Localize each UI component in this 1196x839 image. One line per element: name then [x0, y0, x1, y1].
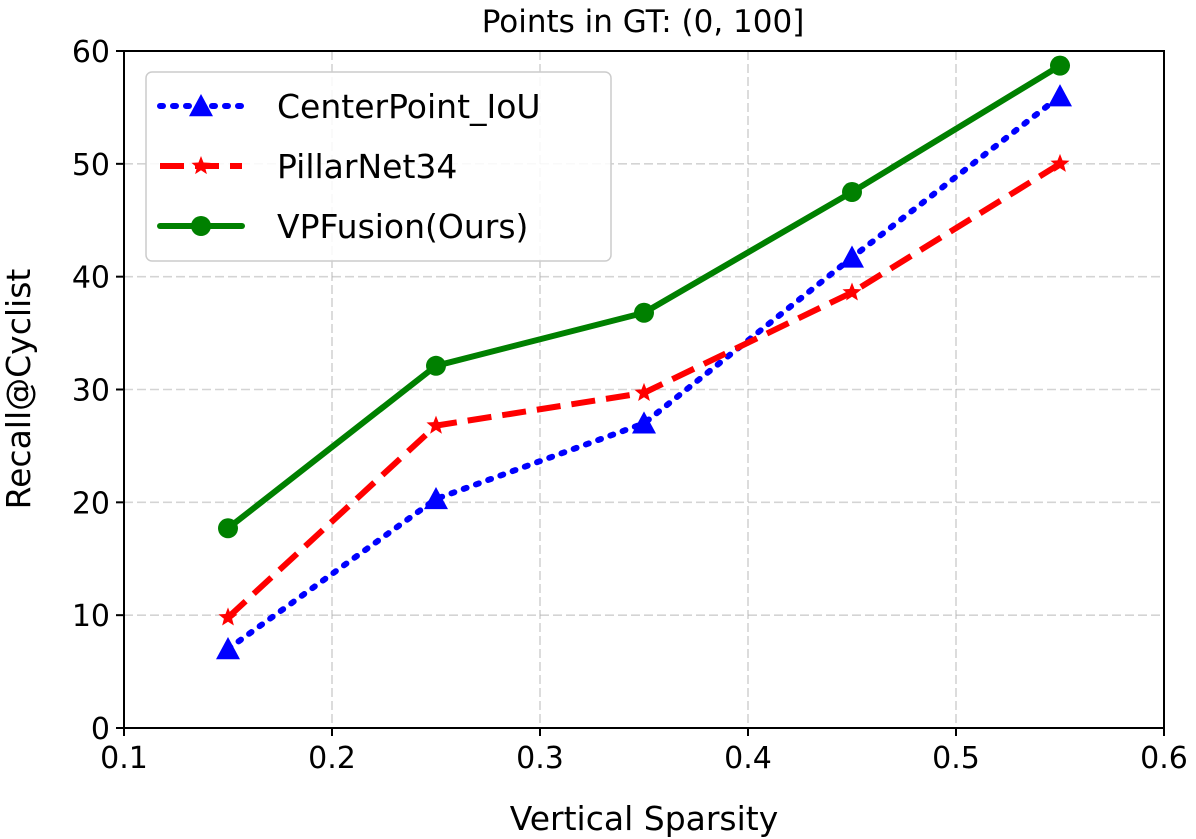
data-point: [634, 302, 654, 323]
data-point: [424, 486, 448, 510]
chart-title: Points in GT: (0, 100]: [482, 4, 805, 40]
y-tick-label: 60: [72, 35, 110, 70]
legend-marker: [191, 156, 211, 175]
data-point: [634, 382, 654, 401]
x-tick-label: 0.2: [308, 741, 356, 776]
data-point: [842, 282, 862, 301]
series-pillarnet34: [218, 153, 1070, 626]
series-centerpoint-iou: [216, 84, 1072, 660]
legend-marker: [191, 216, 211, 236]
data-point: [426, 415, 446, 434]
x-tick-label: 0.4: [724, 741, 772, 776]
legend-label: CenterPoint_IoU: [277, 87, 541, 126]
x-axis-label: Vertical Sparsity: [510, 799, 779, 838]
y-tick-label: 40: [72, 261, 110, 296]
y-tick-label: 10: [72, 599, 110, 634]
data-point: [632, 411, 656, 434]
x-tick-label: 0.6: [1140, 741, 1188, 776]
legend-box: [145, 71, 612, 262]
data-point: [1050, 153, 1070, 172]
legend: CenterPoint_IoU PillarNet34 VPFusion(Ours): [145, 71, 612, 262]
x-tick-label: 0.3: [516, 741, 564, 776]
legend-marker: [189, 94, 213, 117]
data-point: [216, 637, 240, 660]
legend-label: PillarNet34: [277, 147, 457, 186]
x-tick-label: 0.1: [100, 741, 148, 776]
x-tick-label: 0.5: [932, 741, 980, 776]
data-point: [840, 245, 864, 268]
legend-items: CenterPoint_IoU PillarNet34 VPFusion(Ours): [157, 87, 541, 246]
series-vpfusion-ours-: [218, 55, 1070, 539]
y-tick-label: 30: [72, 374, 110, 409]
y-tick-label: 0: [91, 712, 110, 747]
axis-ticks: 0.1 0.2 0.3 0.4 0.5 0.6 0 10 20 30 40 50 60: [72, 35, 1188, 776]
y-axis-label: Recall@Cyclist: [0, 269, 38, 510]
series-line: [225, 93, 1063, 653]
series-layer: [216, 55, 1072, 660]
legend-label: VPFusion(Ours): [277, 207, 528, 246]
data-point: [218, 518, 238, 539]
data-point: [1050, 55, 1070, 76]
data-point: [218, 607, 238, 626]
data-point: [842, 182, 862, 203]
y-tick-label: 20: [72, 486, 110, 521]
y-tick-label: 50: [72, 148, 110, 183]
data-point: [426, 355, 446, 376]
data-point: [1048, 84, 1072, 107]
